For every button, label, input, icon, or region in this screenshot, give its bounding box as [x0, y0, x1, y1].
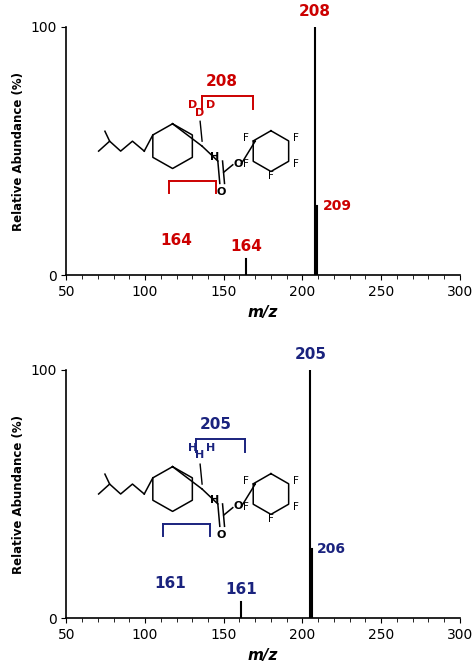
- Text: 164: 164: [230, 239, 262, 254]
- Text: H: H: [210, 495, 219, 505]
- Text: 206: 206: [317, 542, 346, 556]
- Text: F: F: [293, 476, 299, 487]
- Text: H: H: [188, 443, 197, 453]
- Text: F: F: [243, 502, 249, 511]
- Text: F: F: [293, 134, 299, 143]
- X-axis label: m/z: m/z: [248, 648, 278, 663]
- Text: 208: 208: [206, 74, 238, 89]
- Text: F: F: [243, 134, 249, 143]
- Text: 208: 208: [299, 5, 331, 19]
- Text: O: O: [234, 501, 243, 511]
- Text: D: D: [195, 108, 205, 118]
- Text: F: F: [243, 159, 249, 169]
- Text: 164: 164: [161, 233, 192, 248]
- Text: F: F: [243, 476, 249, 487]
- Text: O: O: [234, 159, 243, 169]
- Text: F: F: [293, 159, 299, 169]
- Text: 209: 209: [323, 199, 352, 213]
- Text: F: F: [268, 514, 274, 524]
- Text: F: F: [293, 502, 299, 511]
- Text: 205: 205: [294, 347, 326, 362]
- Text: 205: 205: [200, 417, 232, 432]
- X-axis label: m/z: m/z: [248, 304, 278, 320]
- Text: D: D: [188, 100, 197, 110]
- Text: O: O: [216, 187, 226, 197]
- Text: H: H: [210, 153, 219, 163]
- Y-axis label: Relative Abundance (%): Relative Abundance (%): [12, 72, 25, 230]
- Text: F: F: [268, 171, 274, 181]
- Text: 161: 161: [155, 576, 186, 591]
- Text: D: D: [206, 100, 215, 110]
- Y-axis label: Relative Abundance (%): Relative Abundance (%): [12, 415, 25, 573]
- Text: 161: 161: [225, 582, 257, 597]
- Text: H: H: [195, 450, 205, 460]
- Text: O: O: [216, 530, 226, 540]
- Text: H: H: [206, 443, 215, 453]
